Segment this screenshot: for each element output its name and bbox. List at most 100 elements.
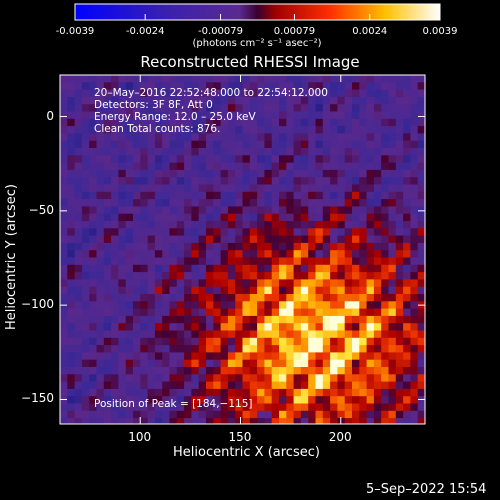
heatmap-cell [286, 308, 294, 317]
heatmap-cell [366, 104, 375, 112]
heatmap-cell [60, 89, 68, 98]
heatmap-cell [67, 155, 75, 163]
heatmap-cell [191, 410, 200, 419]
heatmap-cell [403, 337, 411, 346]
heatmap-cell [227, 155, 236, 163]
heatmap-cell [410, 148, 419, 156]
heatmap-cell [264, 374, 273, 382]
heatmap-cell [74, 111, 83, 120]
heatmap-cell [111, 403, 119, 412]
heatmap-cell [403, 367, 411, 375]
heatmap-cell [147, 403, 156, 412]
heatmap-cell [366, 272, 375, 280]
heatmap-cell [125, 279, 134, 288]
heatmap-cell [111, 162, 119, 171]
heatmap-cell [359, 396, 367, 404]
heatmap-cell [315, 250, 324, 258]
heatmap-cell [74, 418, 83, 424]
heatmap-cell [403, 118, 411, 127]
heatmap-cell [330, 345, 338, 353]
heatmap-cell [264, 308, 273, 317]
heatmap-cell [118, 96, 127, 105]
heatmap-cell [293, 286, 302, 295]
heatmap-cell [227, 126, 236, 134]
heatmap-cell [74, 323, 83, 331]
heatmap-cell [352, 279, 360, 288]
heatmap-cell [330, 418, 338, 424]
heatmap-cell [293, 213, 302, 222]
colorbar-tick-label: 0.00079 [273, 26, 316, 37]
heatmap-cell [147, 184, 156, 193]
heatmap-cell [359, 148, 367, 156]
heatmap-cell [315, 272, 324, 280]
heatmap-cell [293, 126, 302, 134]
heatmap-cell [125, 148, 134, 156]
heatmap-cell [344, 133, 353, 142]
heatmap-cell [388, 337, 397, 346]
heatmap-cell [366, 301, 375, 309]
heatmap-cell [169, 221, 178, 229]
heatmap-cell [140, 264, 148, 273]
heatmap-cell [359, 118, 367, 127]
heatmap-cell [417, 374, 425, 382]
heatmap-cell [235, 367, 243, 375]
heatmap-cell [410, 155, 419, 163]
heatmap-cell [271, 96, 280, 105]
heatmap-cell [279, 140, 287, 149]
heatmap-cell [308, 264, 316, 273]
heatmap-cell [213, 104, 221, 112]
heatmap-cell [417, 155, 425, 163]
heatmap-cell [89, 242, 97, 251]
heatmap-cell [249, 82, 258, 90]
heatmap-cell [395, 118, 404, 127]
heatmap-cell [242, 199, 251, 207]
heatmap-cell [213, 162, 221, 171]
heatmap-cell [67, 257, 75, 266]
heatmap-cell [96, 418, 105, 424]
heatmap-cell [191, 169, 200, 178]
heatmap-cell [242, 403, 251, 412]
heatmap-cell [103, 82, 112, 90]
heatmap-cell [344, 279, 353, 288]
heatmap-cell [74, 250, 83, 258]
heatmap-cell [373, 82, 382, 90]
heatmap-cell [220, 162, 229, 171]
heatmap-cell [133, 155, 141, 163]
heatmap-cell [410, 330, 419, 339]
heatmap-cell [322, 418, 331, 424]
heatmap-cell [206, 352, 214, 361]
heatmap-cell [308, 140, 316, 149]
heatmap-cell [147, 148, 156, 156]
heatmap-cell [220, 169, 229, 178]
heatmap-cell [67, 184, 75, 193]
heatmap-cell [344, 184, 353, 193]
heatmap-cell [220, 250, 229, 258]
heatmap-cell [352, 126, 360, 134]
heatmap-cell [184, 126, 192, 134]
heatmap-cell [366, 89, 375, 98]
heatmap-cell [206, 359, 214, 368]
heatmap-cell [249, 148, 258, 156]
heatmap-cell [359, 359, 367, 368]
heatmap-cell [286, 199, 294, 207]
heatmap-cell [315, 191, 324, 200]
heatmap-cell [300, 367, 309, 375]
heatmap-cell [344, 235, 353, 244]
heatmap-cell [264, 388, 273, 397]
heatmap-cell [169, 286, 178, 295]
heatmap-cell [74, 118, 83, 127]
heatmap-cell [271, 133, 280, 142]
heatmap-cell [330, 242, 338, 251]
heatmap-cell [154, 286, 163, 295]
heatmap-cell [176, 381, 185, 390]
heatmap-cell [279, 410, 287, 419]
heatmap-cell [322, 352, 331, 361]
heatmap-cell [169, 403, 178, 412]
heatmap-cell [403, 162, 411, 171]
heatmap-cell [220, 330, 229, 339]
heatmap-cell [388, 133, 397, 142]
heatmap-cell [366, 169, 375, 178]
heatmap-cell [322, 235, 331, 244]
heatmap-cell [133, 315, 141, 324]
heatmap-cell [140, 235, 148, 244]
